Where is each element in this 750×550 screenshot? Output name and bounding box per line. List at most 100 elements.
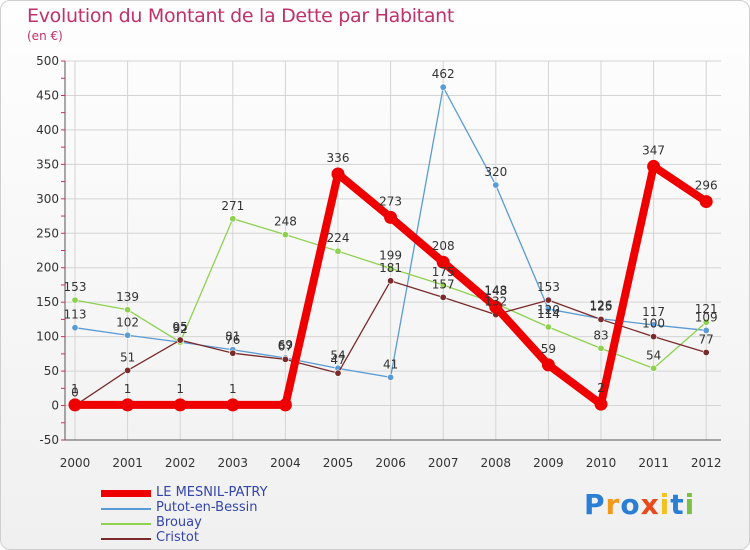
data-label-le-mesnil-patry: 208 xyxy=(432,239,455,253)
data-point-putot-en-bessin xyxy=(387,373,395,381)
legend-swatch xyxy=(101,490,151,497)
data-point-le-mesnil-patry xyxy=(541,358,555,372)
grid xyxy=(65,60,721,441)
data-point-cristot xyxy=(544,296,552,304)
y-tick-label: 300 xyxy=(36,192,59,206)
y-tick-label: -50 xyxy=(39,433,59,447)
data-label-putot-en-bessin: 113 xyxy=(64,308,87,322)
data-label-cristot: 0 xyxy=(71,386,79,400)
data-point-cristot xyxy=(439,293,447,301)
series-group xyxy=(68,83,713,412)
data-label-cristot: 51 xyxy=(120,350,135,364)
data-label-cristot: 76 xyxy=(225,333,240,347)
data-label-le-mesnil-patry: 296 xyxy=(695,179,718,193)
data-label-brouay: 54 xyxy=(646,348,661,362)
data-point-le-mesnil-patry xyxy=(699,195,713,209)
data-label-le-mesnil-patry: 336 xyxy=(327,151,350,165)
y-tick-label: 200 xyxy=(36,261,59,275)
data-point-brouay xyxy=(229,215,237,223)
logo-letter: i xyxy=(684,488,696,521)
x-tick-label: 2008 xyxy=(481,456,512,470)
data-point-brouay xyxy=(334,247,342,255)
data-point-putot-en-bessin xyxy=(124,331,132,339)
data-label-putot-en-bessin: 81 xyxy=(225,330,240,344)
data-label-le-mesnil-patry: 143 xyxy=(484,284,507,298)
logo-letter: i xyxy=(659,488,671,521)
data-point-le-mesnil-patry xyxy=(68,398,82,412)
logo-letter: P xyxy=(584,488,606,521)
data-label-brouay: 114 xyxy=(537,307,560,321)
data-label-cristot: 47 xyxy=(330,353,345,367)
y-tick-label: 50 xyxy=(44,364,59,378)
data-label-brouay: 224 xyxy=(327,231,350,245)
data-label-cristot: 153 xyxy=(537,280,560,294)
data-point-brouay xyxy=(702,318,710,326)
logo-letter: x xyxy=(640,488,660,521)
data-label-brouay: 148 xyxy=(484,284,507,298)
legend-label: Brouay xyxy=(156,515,202,530)
data-point-cristot xyxy=(702,348,710,356)
data-point-le-mesnil-patry xyxy=(173,398,187,412)
y-tick-label: 100 xyxy=(36,330,59,344)
data-label-le-mesnil-patry: 59 xyxy=(541,342,556,356)
data-point-le-mesnil-patry xyxy=(436,255,450,269)
data-point-brouay xyxy=(387,264,395,272)
data-label-putot-en-bessin: 117 xyxy=(642,305,665,319)
y-tick-label: 0 xyxy=(51,399,59,413)
data-label-putot-en-bessin: 126 xyxy=(590,299,613,313)
data-label-le-mesnil-patry: 1 xyxy=(176,382,184,396)
data-point-brouay xyxy=(281,231,289,239)
data-point-cristot xyxy=(597,315,605,323)
data-point-le-mesnil-patry xyxy=(278,398,292,412)
data-label-putot-en-bessin: 41 xyxy=(383,357,398,371)
data-label-cristot: 77 xyxy=(699,332,714,346)
data-label-extra: 120 xyxy=(537,303,560,317)
legend-label: LE MESNIL-PATRY xyxy=(156,485,268,500)
data-point-le-mesnil-patry xyxy=(489,300,503,314)
data-point-cristot xyxy=(650,333,658,341)
y-tick-label: 150 xyxy=(36,295,59,309)
data-label-cristot: 67 xyxy=(278,339,293,353)
x-tick-label: 2011 xyxy=(638,456,669,470)
data-point-cristot xyxy=(387,277,395,285)
legend-label: Cristot xyxy=(156,530,199,545)
x-tick-label: 2006 xyxy=(375,456,406,470)
x-tick-label: 2004 xyxy=(270,456,301,470)
data-point-brouay xyxy=(544,323,552,331)
data-label-extra: 109 xyxy=(695,310,718,324)
data-point-putot-en-bessin xyxy=(492,181,500,189)
data-point-putot-en-bessin xyxy=(71,324,79,332)
legend-swatch xyxy=(101,508,151,510)
proxiti-logo: Proxiti xyxy=(584,488,695,521)
data-label-cristot: 157 xyxy=(432,277,455,291)
data-label-brouay: 153 xyxy=(64,280,87,294)
data-point-le-mesnil-patry xyxy=(121,398,135,412)
data-point-le-mesnil-patry xyxy=(226,398,240,412)
data-label-putot-en-bessin: 69 xyxy=(278,338,293,352)
data-label-brouay: 199 xyxy=(379,248,402,262)
x-tick-label: 2010 xyxy=(586,456,617,470)
data-point-cristot xyxy=(229,349,237,357)
data-label-cristot: 181 xyxy=(379,261,402,275)
data-label-le-mesnil-patry: 273 xyxy=(379,194,402,208)
data-label-brouay: 248 xyxy=(274,215,297,229)
data-label-brouay: 83 xyxy=(593,328,608,342)
data-label-brouay: 175 xyxy=(432,265,455,279)
data-point-putot-en-bessin xyxy=(544,305,552,313)
data-label-cristot: 95 xyxy=(173,320,188,334)
x-tick-label: 2012 xyxy=(691,456,722,470)
x-tick-label: 2002 xyxy=(165,456,196,470)
data-label-putot-en-bessin: 102 xyxy=(116,315,139,329)
data-point-le-mesnil-patry xyxy=(647,159,661,173)
y-tick-label: 350 xyxy=(36,157,59,171)
chart-subtitle: (en €) xyxy=(27,29,63,43)
y-tick-label: 450 xyxy=(36,88,59,102)
data-point-brouay xyxy=(650,364,658,372)
data-label-brouay: 121 xyxy=(695,302,718,316)
data-point-le-mesnil-patry xyxy=(384,210,398,224)
data-label-putot-en-bessin: 92 xyxy=(173,322,188,336)
data-point-putot-en-bessin xyxy=(702,326,710,334)
data-label-le-mesnil-patry: 1 xyxy=(229,382,237,396)
